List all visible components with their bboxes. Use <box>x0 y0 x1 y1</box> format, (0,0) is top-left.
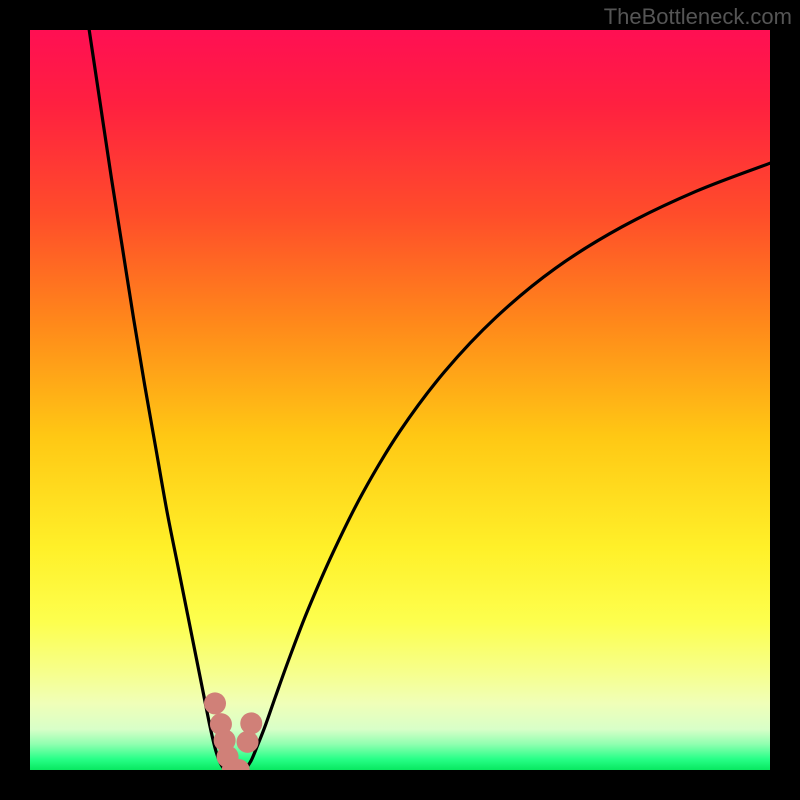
curve-right <box>242 163 770 770</box>
chart-overlay <box>30 30 770 770</box>
data-node <box>237 731 259 753</box>
watermark-label: TheBottleneck.com <box>604 4 792 30</box>
chart-frame <box>30 30 770 770</box>
curve-left <box>89 30 228 770</box>
data-node <box>240 712 262 734</box>
data-node <box>204 692 226 714</box>
